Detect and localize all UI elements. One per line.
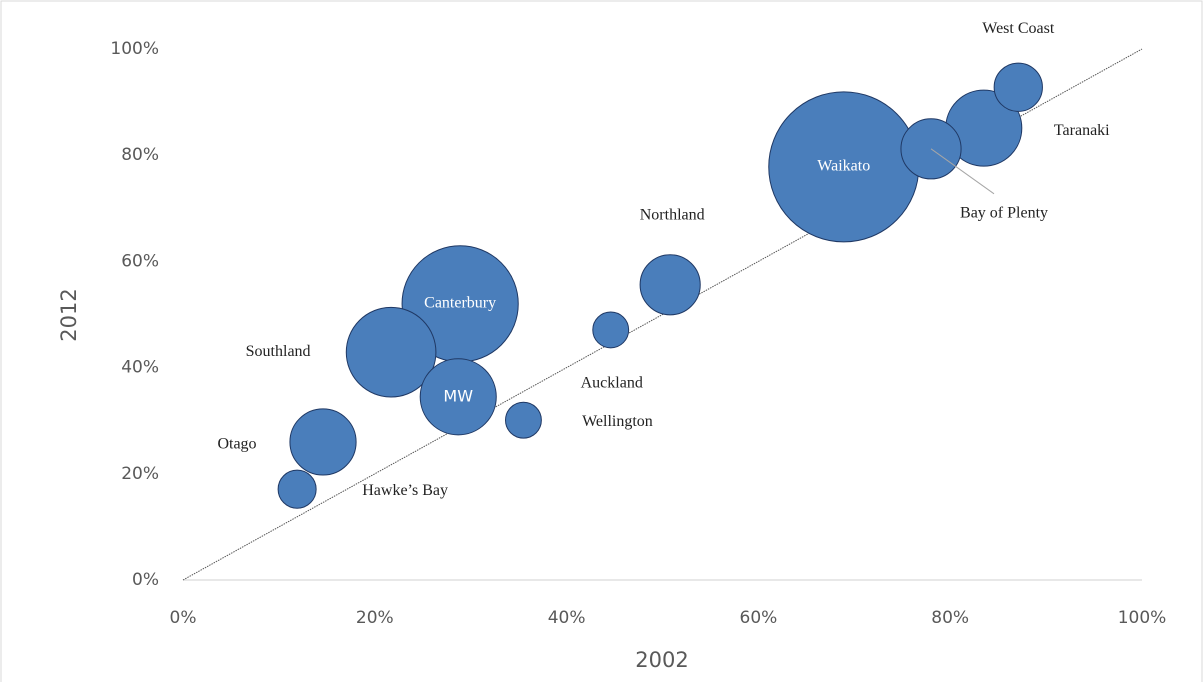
x-tick-label: 0% <box>170 608 197 628</box>
y-tick-label: 20% <box>121 464 159 484</box>
bubble <box>505 401 542 439</box>
point-label: Waikato <box>817 158 870 175</box>
x-tick-label: 100% <box>1118 608 1167 628</box>
bubble <box>419 358 497 436</box>
leader-line <box>930 148 995 195</box>
point-label: Southland <box>246 343 311 360</box>
point-label: Canterbury <box>424 295 496 312</box>
x-tick-label: 40% <box>548 608 586 628</box>
y-tick-label: 0% <box>132 570 159 590</box>
x-tick-label: 80% <box>931 608 969 628</box>
x-tick-label: 60% <box>740 608 778 628</box>
bubble <box>289 408 357 476</box>
point-label: Wellington <box>582 413 653 430</box>
y-tick-label: 80% <box>121 145 159 165</box>
bubble <box>993 62 1043 112</box>
y-tick-label: 60% <box>121 251 159 271</box>
point-label: Taranaki <box>1054 122 1110 139</box>
point-label: Bay of Plenty <box>960 204 1048 221</box>
x-axis-title: 2002 <box>635 648 688 672</box>
y-axis-title: 2012 <box>57 288 81 341</box>
point-label: Hawke’s Bay <box>362 482 448 499</box>
point-label: Otago <box>217 436 256 453</box>
bubble <box>277 469 317 509</box>
x-tick-label: 20% <box>356 608 394 628</box>
bubble <box>345 306 437 398</box>
point-label: Northland <box>640 206 705 223</box>
point-label: West Coast <box>982 20 1055 37</box>
y-tick-label: 100% <box>110 39 159 59</box>
bubble <box>592 311 630 349</box>
point-label: Auckland <box>581 375 643 392</box>
bubble <box>639 254 701 316</box>
point-label: MW <box>443 386 473 405</box>
y-tick-label: 40% <box>121 358 159 378</box>
